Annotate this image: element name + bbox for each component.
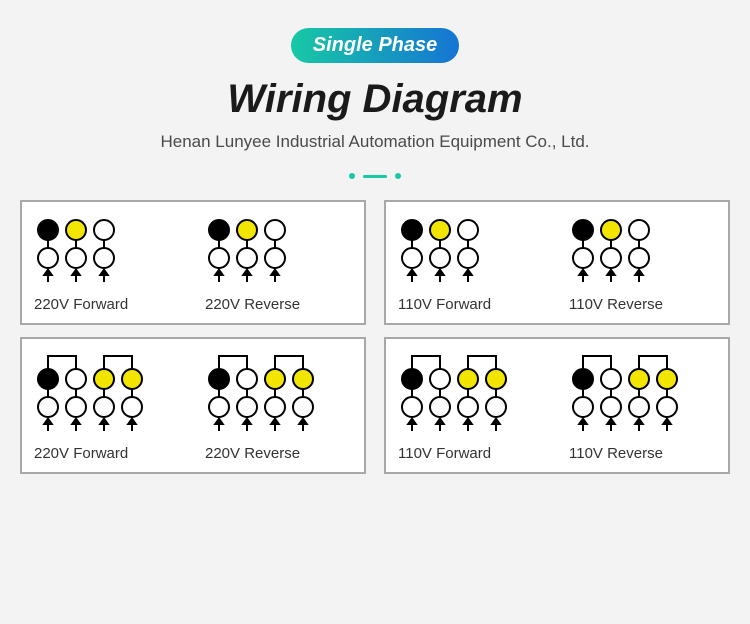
wiring-caption: 110V Forward xyxy=(398,296,545,313)
wiring-icon xyxy=(34,353,181,439)
diagram-grid: 220V Forward220V Reverse110V Forward110V… xyxy=(0,200,750,496)
wiring-icon xyxy=(569,216,716,290)
wiring-panel: 220V Forward 220V Reverse xyxy=(20,337,366,474)
wiring-panel: 110V Forward 110V Reverse xyxy=(384,200,730,325)
wiring-cell: 220V Forward xyxy=(22,339,193,472)
wiring-caption: 220V Forward xyxy=(34,296,181,313)
wiring-panel: 110V Forward 110V Reverse xyxy=(384,337,730,474)
wiring-icon xyxy=(569,353,716,439)
wiring-cell: 110V Reverse xyxy=(557,202,728,323)
wiring-caption: 220V Reverse xyxy=(205,445,352,462)
wiring-cell: 220V Forward xyxy=(22,202,193,323)
phase-badge: Single Phase xyxy=(291,28,460,63)
wiring-icon xyxy=(34,216,181,290)
wiring-caption: 110V Reverse xyxy=(569,296,716,313)
wiring-caption: 110V Forward xyxy=(398,445,545,462)
header: Single Phase Wiring Diagram Henan Lunyee… xyxy=(0,0,750,152)
wiring-caption: 220V Forward xyxy=(34,445,181,462)
wiring-icon xyxy=(398,216,545,290)
wiring-icon xyxy=(205,353,352,439)
wiring-cell: 110V Forward xyxy=(386,339,557,472)
wiring-icon xyxy=(205,216,352,290)
page-title: Wiring Diagram xyxy=(0,77,750,122)
wiring-cell: 110V Forward xyxy=(386,202,557,323)
wiring-cell: 110V Reverse xyxy=(557,339,728,472)
divider xyxy=(0,166,750,184)
wiring-caption: 110V Reverse xyxy=(569,445,716,462)
wiring-icon xyxy=(398,353,545,439)
wiring-panel: 220V Forward 220V Reverse xyxy=(20,200,366,325)
wiring-caption: 220V Reverse xyxy=(205,296,352,313)
wiring-cell: 220V Reverse xyxy=(193,339,364,472)
page-subtitle: Henan Lunyee Industrial Automation Equip… xyxy=(0,132,750,152)
wiring-cell: 220V Reverse xyxy=(193,202,364,323)
